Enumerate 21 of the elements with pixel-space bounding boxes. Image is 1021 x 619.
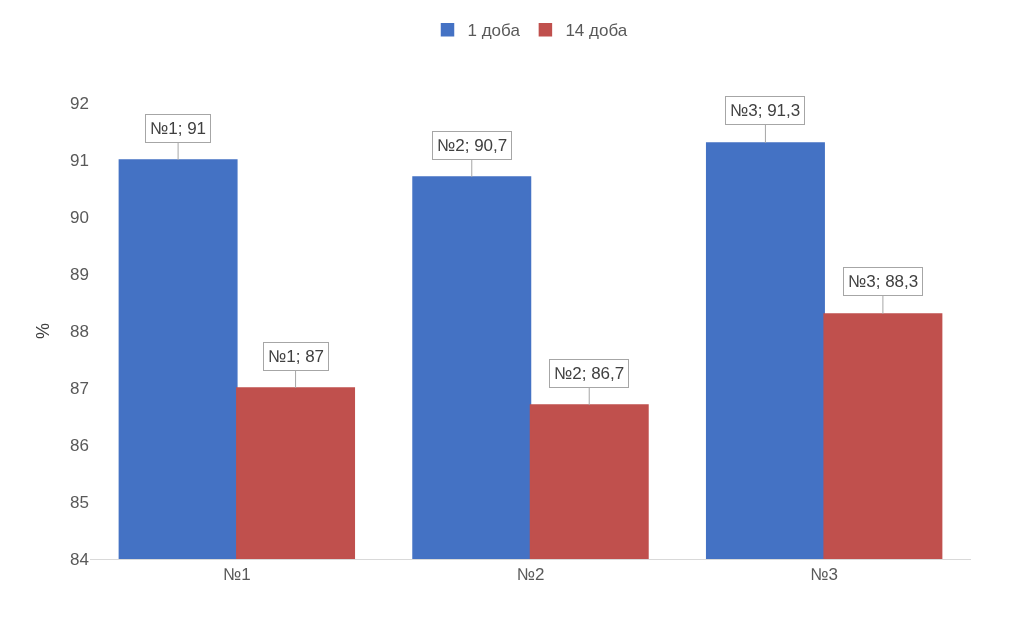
y-tick-label: 88	[70, 321, 89, 341]
data-label: №3; 91,3	[730, 101, 801, 120]
x-tick-label: №2	[516, 565, 545, 585]
legend-label: 1 доба	[467, 21, 521, 41]
y-tick-label: 91	[70, 150, 89, 170]
legend-label: 14 доба	[565, 21, 628, 41]
y-tick-label: 85	[70, 492, 89, 512]
y-tick-label: 87	[70, 378, 89, 398]
y-axis-title: %	[33, 322, 54, 340]
y-tick-label: 92	[70, 93, 89, 113]
y-tick-label: 84	[70, 549, 89, 569]
data-label: №2; 86,7	[554, 364, 625, 383]
y-tick-label: 89	[70, 264, 89, 284]
data-label: №1; 87	[268, 347, 325, 366]
data-label: №1; 91	[150, 119, 207, 138]
data-label: №3; 88,3	[848, 272, 919, 291]
data-label: №2; 90,7	[437, 136, 508, 155]
x-tick-label: №3	[810, 565, 839, 585]
x-tick-label: №1	[222, 565, 251, 585]
y-tick-label: 86	[70, 435, 89, 455]
y-tick-label: 90	[70, 207, 89, 227]
